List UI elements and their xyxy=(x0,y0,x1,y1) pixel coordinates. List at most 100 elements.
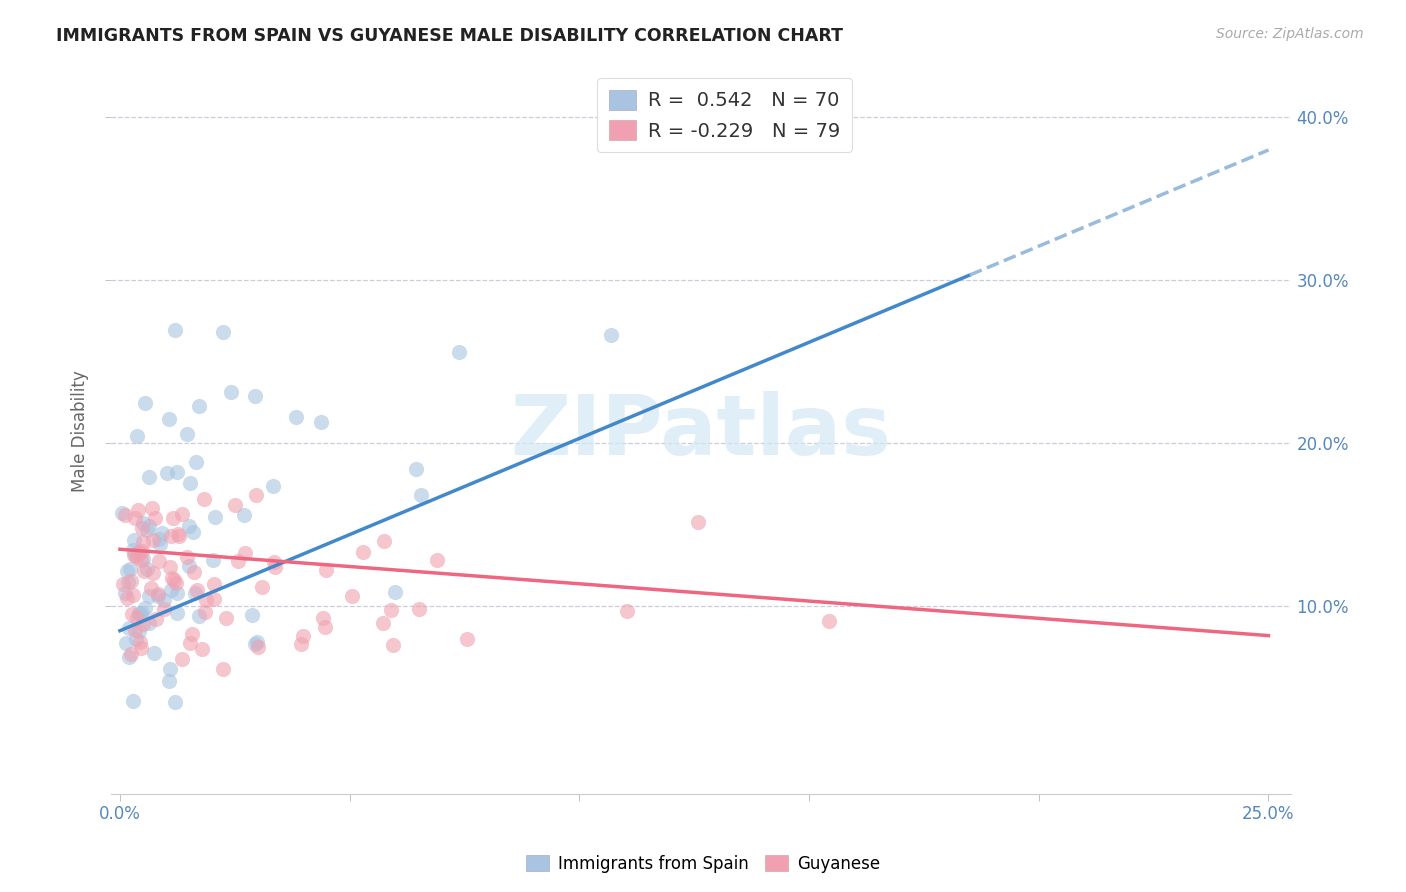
Point xyxy=(115,636,138,650)
Point xyxy=(134,564,156,578)
Point xyxy=(125,428,148,442)
Point xyxy=(166,606,188,620)
Point xyxy=(187,400,209,414)
Point xyxy=(202,577,225,591)
Point xyxy=(616,604,638,618)
Point xyxy=(186,582,208,597)
Point xyxy=(131,552,153,566)
Point xyxy=(818,614,841,628)
Point xyxy=(136,523,159,537)
Point xyxy=(146,587,169,601)
Point xyxy=(159,560,181,574)
Point xyxy=(167,527,190,541)
Point xyxy=(142,646,165,660)
Point xyxy=(226,554,249,568)
Point xyxy=(309,415,332,429)
Point xyxy=(405,461,427,475)
Legend: Immigrants from Spain, Guyanese: Immigrants from Spain, Guyanese xyxy=(519,848,887,880)
Point xyxy=(247,640,270,654)
Point xyxy=(138,519,160,533)
Point xyxy=(143,511,166,525)
Point xyxy=(141,581,163,595)
Point xyxy=(250,580,273,594)
Point xyxy=(181,524,204,539)
Point xyxy=(163,322,186,336)
Point xyxy=(153,592,176,607)
Point xyxy=(172,507,194,521)
Point xyxy=(162,574,184,588)
Point xyxy=(131,516,153,530)
Point xyxy=(120,574,142,588)
Point xyxy=(202,592,225,607)
Point xyxy=(149,537,172,551)
Point xyxy=(165,575,187,590)
Point xyxy=(187,608,209,623)
Point xyxy=(384,585,406,599)
Point xyxy=(157,673,180,688)
Point xyxy=(284,409,307,424)
Legend: R =  0.542   N = 70, R = -0.229   N = 79: R = 0.542 N = 70, R = -0.229 N = 79 xyxy=(598,78,852,153)
Point xyxy=(138,615,160,630)
Point xyxy=(240,607,263,622)
Point xyxy=(373,615,395,630)
Point xyxy=(290,636,312,650)
Point xyxy=(148,554,170,568)
Point xyxy=(121,588,143,602)
Point xyxy=(138,470,160,484)
Point xyxy=(141,500,163,515)
Point xyxy=(219,385,242,400)
Point xyxy=(117,564,139,578)
Point xyxy=(124,623,146,637)
Point xyxy=(118,621,141,635)
Point xyxy=(245,488,267,502)
Point xyxy=(131,543,153,558)
Point xyxy=(314,620,336,634)
Point xyxy=(148,532,170,546)
Text: ZIPatlas: ZIPatlas xyxy=(510,391,891,472)
Point xyxy=(177,518,200,533)
Point xyxy=(160,571,183,585)
Point xyxy=(340,589,363,603)
Point xyxy=(129,552,152,566)
Point xyxy=(134,601,156,615)
Point xyxy=(232,508,254,523)
Point xyxy=(129,635,152,649)
Point xyxy=(179,476,201,491)
Point xyxy=(179,558,201,573)
Point xyxy=(122,549,145,563)
Point xyxy=(352,544,374,558)
Point xyxy=(114,585,136,599)
Point xyxy=(179,636,201,650)
Point xyxy=(204,510,226,524)
Point xyxy=(201,553,224,567)
Point xyxy=(128,607,150,621)
Point xyxy=(114,508,136,522)
Point xyxy=(190,641,212,656)
Point xyxy=(132,616,155,631)
Point xyxy=(115,591,138,605)
Point xyxy=(128,624,150,639)
Point xyxy=(166,586,188,600)
Point xyxy=(122,533,145,548)
Text: Source: ZipAtlas.com: Source: ZipAtlas.com xyxy=(1216,27,1364,41)
Point xyxy=(120,647,142,661)
Point xyxy=(262,479,284,493)
Point xyxy=(166,465,188,479)
Point xyxy=(131,535,153,549)
Point xyxy=(138,589,160,603)
Point xyxy=(124,510,146,524)
Point xyxy=(125,550,148,565)
Point xyxy=(233,546,256,560)
Point xyxy=(152,602,174,616)
Point xyxy=(117,650,139,665)
Point xyxy=(176,427,198,442)
Point xyxy=(373,534,395,549)
Point xyxy=(212,662,235,676)
Point xyxy=(686,516,709,530)
Point xyxy=(117,575,139,590)
Point xyxy=(124,548,146,562)
Point xyxy=(142,533,165,547)
Point xyxy=(456,632,478,647)
Point xyxy=(121,543,143,558)
Point xyxy=(381,638,404,652)
